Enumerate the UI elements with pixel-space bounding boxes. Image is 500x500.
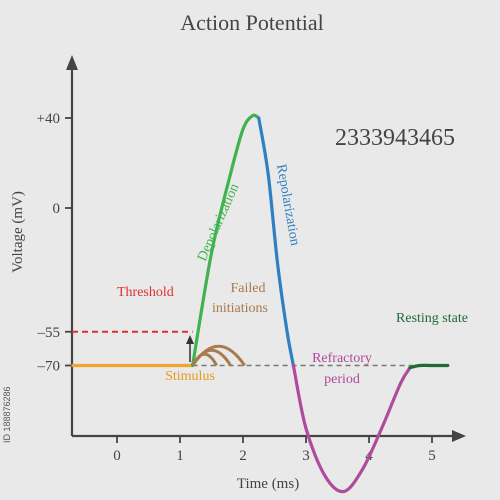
failed-label-line2: initiations bbox=[212, 301, 268, 316]
failed-initiation-arc bbox=[191, 345, 246, 367]
refractory-label-line1: Refractory bbox=[312, 351, 372, 366]
y-axis-label: Voltage (mV) bbox=[10, 191, 26, 273]
series-repolarization bbox=[257, 116, 295, 368]
x-axis-label: Time (ms) bbox=[237, 476, 299, 492]
threshold-label: Threshold bbox=[117, 285, 174, 300]
y-tick-label: +40 bbox=[37, 111, 60, 127]
x-tick-label: 5 bbox=[428, 448, 436, 464]
y-axis-arrowhead bbox=[66, 55, 78, 70]
series-resting-state bbox=[408, 363, 450, 370]
side-id-text: ID 188876286 bbox=[2, 386, 12, 444]
series-depolarization bbox=[191, 113, 261, 368]
y-tick-label: –70 bbox=[37, 359, 61, 375]
x-axis-arrowhead bbox=[452, 430, 466, 442]
stimulus-arrow-icon bbox=[186, 335, 194, 344]
failed-label-line1: Failed bbox=[231, 281, 266, 296]
overlay-number: 2333943465 bbox=[335, 125, 455, 151]
chart-title: Action Potential bbox=[180, 10, 324, 35]
y-tick-label: –55 bbox=[37, 325, 61, 341]
x-tick-label: 2 bbox=[239, 448, 247, 464]
repolarization-label: Repolarization bbox=[273, 163, 302, 247]
x-tick-label: 3 bbox=[302, 448, 310, 464]
x-tick-label: 0 bbox=[113, 448, 121, 464]
failed-initiation-arcs bbox=[191, 345, 246, 367]
stimulus-label: Stimulus bbox=[165, 369, 215, 384]
series-refractory-period bbox=[291, 363, 412, 494]
y-ticks: +40 0 –55 –70 bbox=[37, 111, 72, 375]
series-lines bbox=[71, 113, 450, 494]
refractory-label-line2: period bbox=[324, 372, 360, 387]
resting-state-label: Resting state bbox=[396, 311, 468, 326]
depolarization-label: Depolarization bbox=[195, 182, 243, 264]
y-tick-label: 0 bbox=[53, 201, 61, 217]
x-tick-label: 1 bbox=[176, 448, 184, 464]
